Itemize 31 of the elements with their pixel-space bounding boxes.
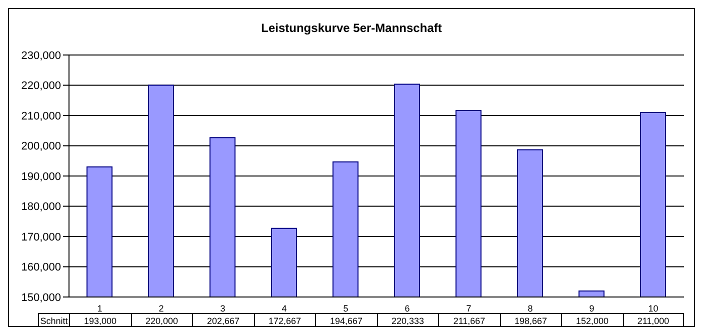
y-tick-label: 160,000 xyxy=(21,262,61,274)
y-tick-label: 220,000 xyxy=(21,80,61,92)
y-tick-label: 180,000 xyxy=(21,201,61,214)
data-label: 172,667 xyxy=(254,313,315,327)
x-tick-label: 1 xyxy=(97,303,102,314)
data-label: 152,000 xyxy=(561,313,622,327)
y-tick-label: 200,000 xyxy=(21,140,61,153)
chart-title: Leistungskurve 5er-Mannschaft xyxy=(260,20,443,37)
data-label: 198,667 xyxy=(500,313,561,327)
y-tick-label: 170,000 xyxy=(21,231,61,244)
x-tick-label: 7 xyxy=(466,303,472,314)
data-label: 220,000 xyxy=(130,313,192,327)
y-tick-label: 210,000 xyxy=(21,110,61,122)
x-tick-label: 6 xyxy=(404,303,410,314)
x-tick-label: 9 xyxy=(589,303,594,314)
data-label: 193,000 xyxy=(69,313,130,327)
y-tick-label: 190,000 xyxy=(21,170,61,183)
x-tick-label: 10 xyxy=(648,303,658,314)
data-label: 220,333 xyxy=(376,313,438,327)
x-tick-label: 5 xyxy=(343,303,348,314)
text: Schnitt xyxy=(38,313,69,327)
x-tick-label: 4 xyxy=(282,303,287,314)
y-tick-label: 150,000 xyxy=(21,292,61,304)
x-tick-label: 8 xyxy=(528,303,533,314)
y-tick-label: 230,000 xyxy=(21,50,61,62)
data-label: 202,667 xyxy=(192,313,254,327)
data-label: 194,667 xyxy=(315,313,376,327)
x-tick-label: 2 xyxy=(158,303,164,314)
data-label: 211,667 xyxy=(438,313,500,327)
data-label: 211,000 xyxy=(622,313,684,327)
x-tick-label: 3 xyxy=(220,303,226,314)
